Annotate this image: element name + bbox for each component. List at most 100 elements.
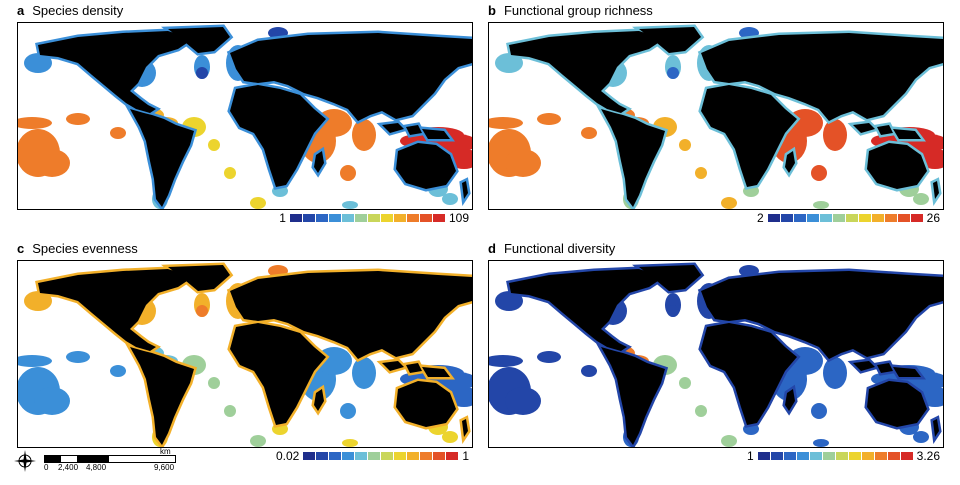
panel-title-text: Species evenness [32, 241, 138, 256]
reef-site-cluster-indian-ocean [823, 119, 847, 151]
legend-swatch [822, 452, 835, 460]
reef-site-cluster-tropical-pacific [34, 387, 70, 415]
reef-site-cluster-tropical-pacific [537, 351, 561, 363]
legend-swatch [900, 452, 913, 460]
reef-site-cluster-tropical-pacific [537, 113, 561, 125]
legend-swatches [303, 452, 459, 460]
legend-swatch [367, 214, 380, 222]
reef-site-cluster-indian-ocean [352, 119, 376, 151]
reef-site-cluster-tropical-atlantic [695, 405, 707, 417]
legend-swatch [394, 452, 407, 460]
legend-swatch [341, 214, 354, 222]
legend-swatch [355, 452, 368, 460]
legend-swatch [835, 452, 848, 460]
legend-swatch [874, 452, 887, 460]
legend-swatch [381, 452, 394, 460]
panel-title-text: Functional diversity [503, 241, 616, 256]
legend-swatch [871, 214, 884, 222]
reef-site-cluster-tropical-pacific [66, 113, 90, 125]
reef-site-cluster-tropical-pacific [110, 127, 126, 139]
reef-site-cluster-south-temperate [342, 439, 358, 447]
legend-swatches [289, 214, 446, 222]
color-legend: 2 26 [757, 211, 940, 225]
panel-title-text: Functional group richness [503, 3, 653, 18]
reef-site-cluster-tropical-atlantic [250, 197, 266, 209]
legend-max-label: 109 [448, 211, 469, 225]
legend-swatch [407, 452, 420, 460]
reef-site-cluster-tropical-atlantic [679, 377, 691, 389]
scale-bar-graphic [44, 455, 176, 463]
reef-site-cluster-tropical-atlantic [721, 197, 737, 209]
legend-swatch [884, 214, 897, 222]
reef-site-cluster-indian-ocean [340, 165, 356, 181]
legend-swatch [770, 452, 783, 460]
reef-site-cluster-tropical-pacific [581, 127, 597, 139]
legend-swatch [302, 214, 315, 222]
legend-min-label: 1 [746, 449, 754, 463]
reef-site-cluster-tropical-pacific [581, 365, 597, 377]
legend-swatch [845, 214, 858, 222]
legend-swatch [446, 452, 459, 460]
panel-letter: a [17, 3, 25, 18]
reef-site-cluster-tropical-pacific [489, 117, 523, 129]
legend-swatch [315, 214, 328, 222]
reef-site-cluster-south-temperate [442, 431, 458, 443]
legend-swatch [406, 214, 419, 222]
panel-title: b Functional group richness [488, 3, 653, 18]
reef-site-cluster-tropical-pacific [18, 355, 52, 367]
legend-swatch [910, 214, 923, 222]
legend-swatch [809, 452, 822, 460]
reef-site-cluster-arctic [667, 67, 679, 79]
legend-swatch [793, 214, 806, 222]
panel-title: c Species evenness [17, 241, 138, 256]
legend-swatch [897, 214, 910, 222]
reef-site-cluster-south-temperate [442, 193, 458, 205]
legend-swatch [420, 452, 433, 460]
map-scale-bar: km 0 2,400 4,800 9,600 [14, 447, 184, 480]
panel-title-text: Species density [32, 3, 124, 18]
reef-site-cluster-tropical-atlantic [721, 435, 737, 447]
reef-site-cluster-tropical-atlantic [679, 139, 691, 151]
legend-swatch [861, 452, 874, 460]
reef-site-cluster-tropical-atlantic [208, 139, 220, 151]
color-legend: 1 109 [279, 211, 469, 225]
color-legend: 1 3.26 [747, 449, 940, 463]
reef-site-cluster-tropical-atlantic [695, 167, 707, 179]
reef-site-cluster-arctic [196, 67, 208, 79]
legend-min-label: 0.02 [275, 449, 300, 463]
world-map [17, 22, 473, 210]
legend-swatch [819, 214, 832, 222]
panel-letter: c [17, 241, 25, 256]
reef-site-cluster-tropical-pacific [489, 355, 523, 367]
legend-swatches [757, 452, 914, 460]
world-map [17, 260, 473, 448]
reef-site-cluster-indian-ocean [811, 403, 827, 419]
reef-site-cluster-tropical-pacific [18, 117, 52, 129]
legend-swatch [832, 214, 845, 222]
reef-site-cluster-tropical-atlantic [224, 167, 236, 179]
reef-site-cluster-south-temperate [913, 193, 929, 205]
legend-swatch [858, 214, 871, 222]
reef-site-cluster-arctic [667, 305, 679, 317]
color-legend: 0.02 1 [276, 449, 469, 463]
reef-site-cluster-tropical-atlantic [208, 377, 220, 389]
legend-max-label: 3.26 [916, 449, 940, 463]
legend-swatch [433, 452, 446, 460]
legend-swatch [316, 452, 329, 460]
world-map [488, 22, 944, 210]
panel-letter: b [488, 3, 496, 18]
world-map [488, 260, 944, 448]
legend-swatch [329, 452, 342, 460]
reef-site-cluster-tropical-pacific [505, 387, 541, 415]
reef-site-cluster-arctic [196, 305, 208, 317]
legend-swatch [393, 214, 406, 222]
panel-title: d Functional diversity [488, 241, 615, 256]
legend-min-label: 1 [279, 211, 286, 225]
legend-swatch [783, 452, 796, 460]
legend-min-label: 2 [756, 211, 764, 225]
panel-letter: d [488, 241, 496, 256]
legend-swatch [380, 214, 393, 222]
legend-swatch [806, 214, 819, 222]
legend-swatches [767, 214, 924, 222]
compass-rose-icon [14, 450, 36, 472]
